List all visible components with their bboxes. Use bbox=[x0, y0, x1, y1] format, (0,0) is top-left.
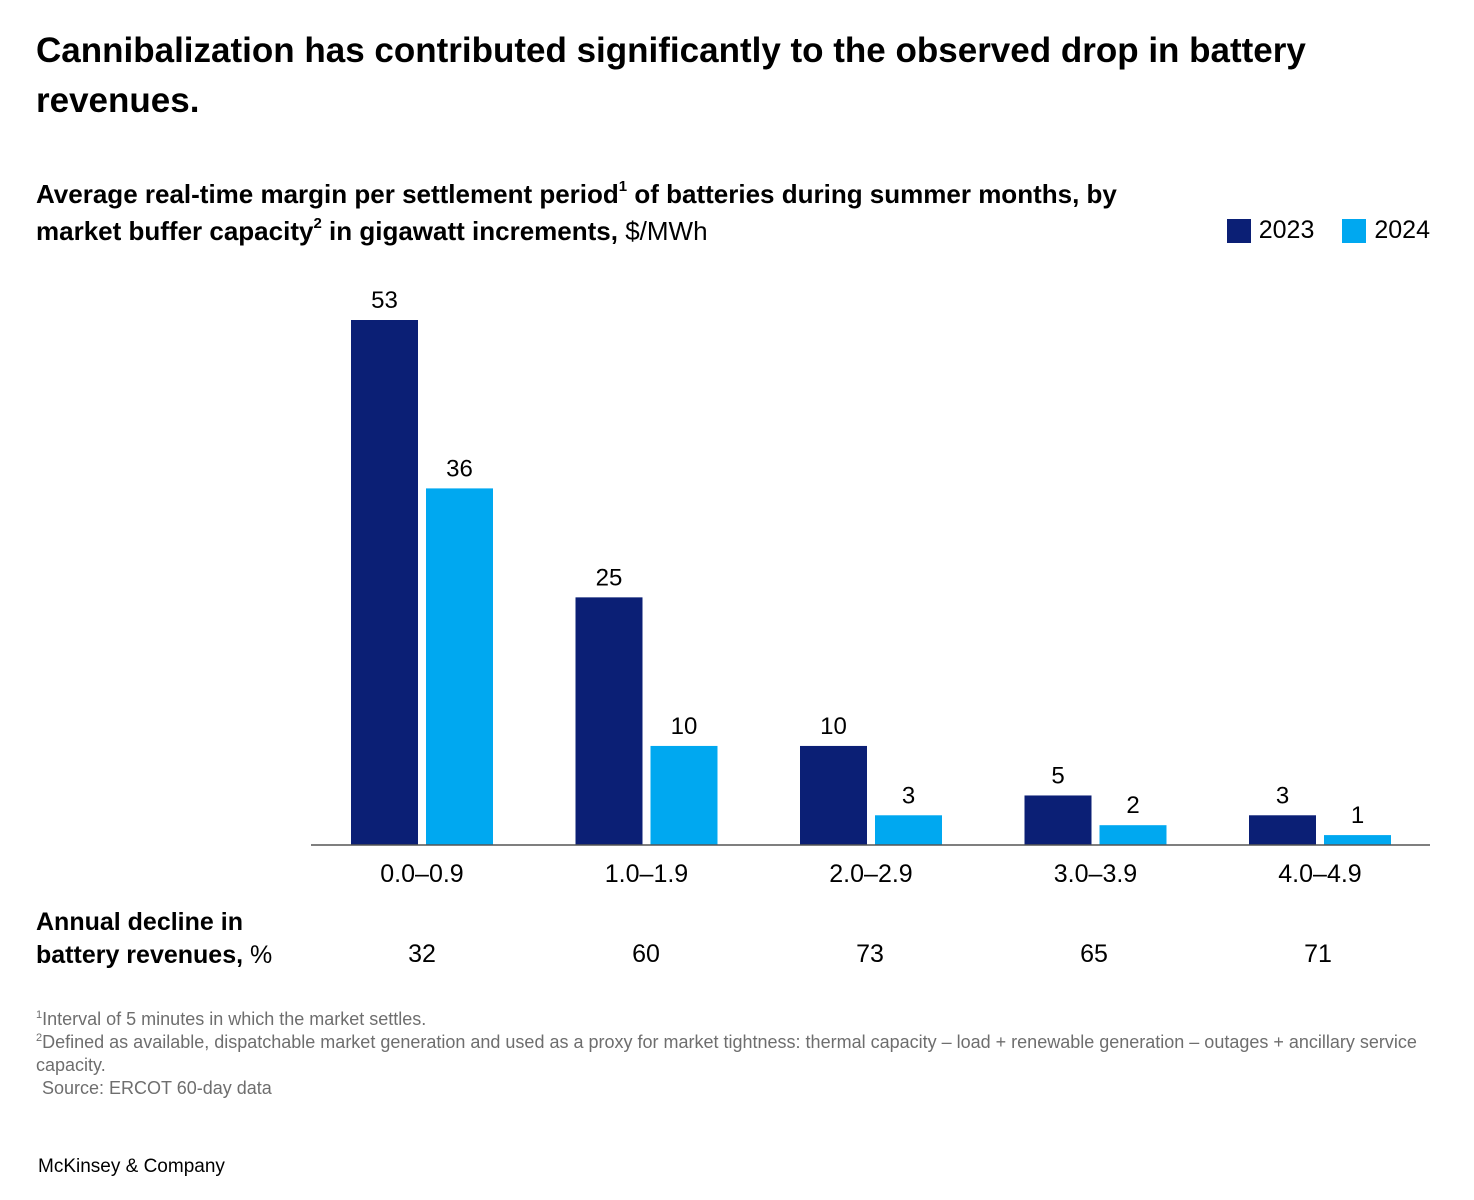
data-label-2023-0: 53 bbox=[371, 287, 398, 314]
chart-subtitle: Average real-time margin per settlement … bbox=[36, 176, 1166, 250]
decline-value-4: 71 bbox=[1304, 940, 1332, 968]
data-label-2023-1: 25 bbox=[596, 564, 623, 591]
footnote-1: 1Interval of 5 minutes in which the mark… bbox=[36, 1008, 1446, 1031]
decline-value-3: 65 bbox=[1080, 940, 1108, 968]
subtitle-part-2: of batteries during summer months, by ma… bbox=[36, 179, 1117, 246]
x-tick-label-3: 3.0–3.9 bbox=[1054, 860, 1137, 888]
legend-swatch-2023 bbox=[1226, 218, 1251, 243]
subtitle-unit: $/MWh bbox=[617, 216, 708, 246]
bar-2024-4 bbox=[1324, 835, 1391, 845]
bar-2024-2 bbox=[875, 815, 942, 845]
legend: 2023 2024 bbox=[1199, 216, 1430, 245]
data-label-2023-3: 5 bbox=[1051, 762, 1064, 789]
decline-label-unit: % bbox=[243, 941, 273, 969]
legend-label-2023: 2023 bbox=[1258, 216, 1315, 244]
data-label-2023-2: 10 bbox=[820, 713, 847, 740]
bar-2023-2 bbox=[800, 745, 867, 845]
bar-2023-3 bbox=[1024, 795, 1092, 845]
data-label-2024-0: 36 bbox=[446, 455, 473, 482]
subtitle-part-1: Average real-time margin per settlement … bbox=[36, 179, 619, 209]
bar-2023-0 bbox=[351, 320, 418, 845]
bar-chart: 53 36 0.0–0.9 25 10 1.0–1.9 10 3 2.0–2.9 5 2 3.0–3.… bbox=[311, 287, 1430, 888]
footnote-1-mark: 1 bbox=[36, 1009, 43, 1021]
bar-2024-3 bbox=[1099, 825, 1167, 845]
decline-label-line-2-wrap: battery revenues, % bbox=[36, 939, 272, 972]
footnotes: 1Interval of 5 minutes in which the mark… bbox=[36, 1008, 1446, 1100]
decline-label-line-2: battery revenues, bbox=[36, 941, 244, 969]
footnote-ref-2: 2 bbox=[313, 215, 322, 233]
x-tick-label-0: 0.0–0.9 bbox=[380, 860, 463, 888]
decline-value-0: 32 bbox=[408, 940, 436, 968]
footnote-2-mark: 2 bbox=[36, 1032, 43, 1044]
data-label-2023-4: 3 bbox=[1276, 782, 1289, 809]
x-tick-label-1: 1.0–1.9 bbox=[605, 860, 688, 888]
legend-item-2023: 2023 bbox=[1226, 216, 1315, 245]
source-note: Source: ERCOT 60-day data bbox=[42, 1078, 272, 1098]
footnote-2-text: Defined as available, dispatchable marke… bbox=[36, 1032, 1417, 1075]
bar-2023-4 bbox=[1249, 815, 1316, 845]
decline-label: Annual decline in battery revenues, % bbox=[36, 906, 272, 972]
data-label-2024-2: 3 bbox=[902, 782, 915, 809]
chart-title: Cannibalization has contributed signific… bbox=[36, 31, 1306, 120]
legend-swatch-2024 bbox=[1342, 218, 1367, 243]
bar-2024-1 bbox=[650, 745, 718, 845]
decline-value-2: 73 bbox=[856, 940, 884, 968]
data-label-2024-1: 10 bbox=[671, 713, 698, 740]
bar-2023-1 bbox=[575, 597, 643, 845]
subtitle-part-3: in gigawatt increments, bbox=[321, 216, 618, 246]
brand-logo-text: McKinsey & Company bbox=[38, 1156, 225, 1177]
decline-label-line-1: Annual decline in bbox=[36, 908, 243, 936]
legend-label-2024: 2024 bbox=[1374, 216, 1430, 244]
footnote-2: 2Defined as available, dispatchable mark… bbox=[36, 1031, 1446, 1077]
footnote-ref-1: 1 bbox=[618, 178, 628, 196]
x-tick-label-4: 4.0–4.9 bbox=[1278, 860, 1361, 888]
bar-2024-0 bbox=[426, 488, 493, 845]
footnote-1-text: Interval of 5 minutes in which the marke… bbox=[42, 1009, 427, 1029]
x-tick-label-2: 2.0–2.9 bbox=[829, 860, 912, 888]
decline-value-1: 60 bbox=[632, 940, 660, 968]
data-label-2024-3: 2 bbox=[1126, 792, 1139, 819]
data-label-2024-4: 1 bbox=[1351, 802, 1364, 829]
legend-item-2024: 2024 bbox=[1342, 216, 1430, 245]
